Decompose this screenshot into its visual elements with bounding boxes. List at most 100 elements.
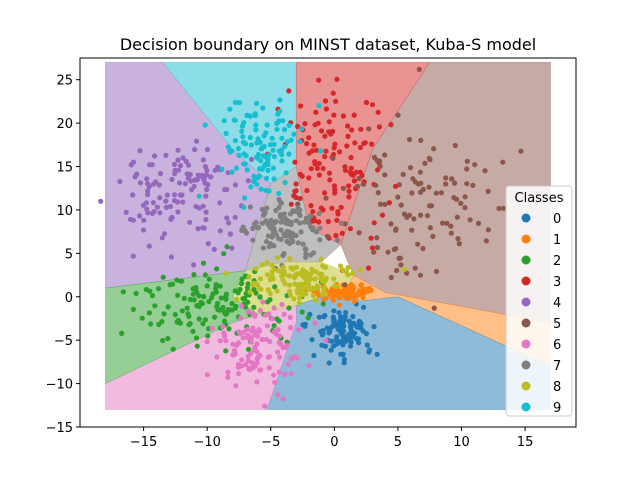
- point-class-3: [368, 235, 374, 241]
- point-class-9: [279, 158, 285, 164]
- point-class-7: [260, 245, 266, 251]
- point-class-4: [130, 253, 136, 259]
- point-class-2: [181, 295, 187, 301]
- point-class-0: [309, 337, 315, 343]
- point-class-5: [485, 188, 491, 194]
- y-tick-label: −15: [46, 421, 73, 436]
- point-class-6: [274, 392, 281, 398]
- point-class-5: [324, 233, 331, 239]
- point-class-3: [334, 76, 340, 82]
- point-class-3: [327, 177, 333, 183]
- point-class-5: [454, 214, 460, 220]
- point-class-9: [240, 139, 247, 145]
- point-class-4: [217, 228, 223, 234]
- point-class-4: [117, 178, 123, 185]
- y-tick-label: 20: [56, 117, 73, 132]
- point-class-4: [197, 174, 203, 180]
- point-class-9: [255, 136, 261, 142]
- point-class-4: [224, 186, 230, 193]
- point-class-9: [271, 141, 277, 147]
- point-class-6: [277, 354, 283, 360]
- point-class-9: [254, 100, 260, 106]
- point-class-3: [316, 172, 322, 178]
- point-class-9: [267, 142, 274, 148]
- point-class-5: [443, 175, 449, 181]
- legend-label-9: 9: [553, 401, 561, 416]
- legend-marker-8: [521, 381, 531, 391]
- point-class-3: [331, 183, 337, 189]
- point-class-4: [212, 167, 218, 173]
- point-class-3: [295, 123, 301, 129]
- point-class-0: [322, 343, 328, 349]
- point-class-4: [175, 199, 181, 205]
- point-class-5: [374, 244, 380, 251]
- point-class-2: [218, 295, 224, 301]
- point-class-8: [296, 300, 302, 306]
- point-class-0: [326, 327, 332, 333]
- point-class-1: [336, 302, 342, 308]
- point-class-2: [193, 335, 200, 341]
- point-class-2: [160, 274, 166, 280]
- point-class-6: [280, 396, 286, 402]
- point-class-8: [313, 297, 319, 303]
- point-class-4: [177, 180, 183, 186]
- point-class-5: [398, 202, 404, 208]
- point-class-4: [211, 246, 217, 252]
- point-class-4: [130, 217, 136, 223]
- point-class-7: [293, 218, 299, 224]
- point-class-3: [333, 98, 339, 104]
- point-class-0: [341, 360, 347, 366]
- point-class-9: [241, 204, 247, 210]
- point-class-7: [264, 205, 270, 211]
- point-class-4: [191, 183, 197, 189]
- point-class-3: [315, 120, 321, 126]
- point-class-5: [426, 184, 432, 190]
- point-class-9: [255, 155, 261, 161]
- point-class-2: [184, 305, 190, 311]
- point-class-4: [183, 158, 189, 165]
- point-class-5: [500, 159, 506, 165]
- point-class-7: [247, 204, 253, 210]
- point-class-8: [223, 270, 229, 276]
- point-class-5: [356, 230, 362, 236]
- point-class-4: [180, 199, 186, 205]
- point-class-6: [288, 371, 294, 377]
- point-class-3: [333, 232, 339, 239]
- point-class-2: [286, 305, 292, 311]
- point-class-9: [282, 143, 288, 150]
- legend-label-2: 2: [553, 254, 561, 269]
- point-class-7: [273, 218, 279, 224]
- point-class-2: [191, 297, 197, 303]
- point-class-9: [281, 126, 288, 133]
- point-class-1: [366, 285, 372, 291]
- point-class-2: [204, 283, 210, 289]
- point-class-2: [179, 308, 185, 314]
- point-class-6: [214, 354, 220, 360]
- point-class-5: [393, 246, 399, 252]
- point-class-6: [248, 339, 254, 345]
- point-class-8: [282, 281, 288, 287]
- point-class-7: [255, 225, 262, 231]
- point-class-3: [386, 200, 392, 206]
- point-class-2: [120, 289, 126, 295]
- point-class-8: [274, 288, 280, 294]
- point-class-2: [119, 330, 125, 336]
- point-class-3: [331, 112, 337, 118]
- point-class-4: [154, 204, 160, 210]
- point-class-3: [352, 140, 358, 146]
- point-class-3: [302, 121, 308, 127]
- point-class-6: [267, 338, 273, 345]
- point-class-9: [251, 173, 257, 179]
- point-class-9: [270, 165, 277, 171]
- point-class-6: [238, 315, 244, 321]
- point-class-2: [305, 315, 311, 321]
- point-class-3: [335, 211, 341, 217]
- point-class-4: [217, 200, 223, 206]
- point-class-2: [253, 290, 259, 296]
- legend-marker-1: [521, 234, 531, 244]
- point-class-2: [174, 277, 180, 283]
- point-class-4: [152, 153, 158, 159]
- point-class-0: [316, 314, 322, 320]
- point-class-0: [300, 322, 306, 328]
- point-class-6: [248, 335, 254, 341]
